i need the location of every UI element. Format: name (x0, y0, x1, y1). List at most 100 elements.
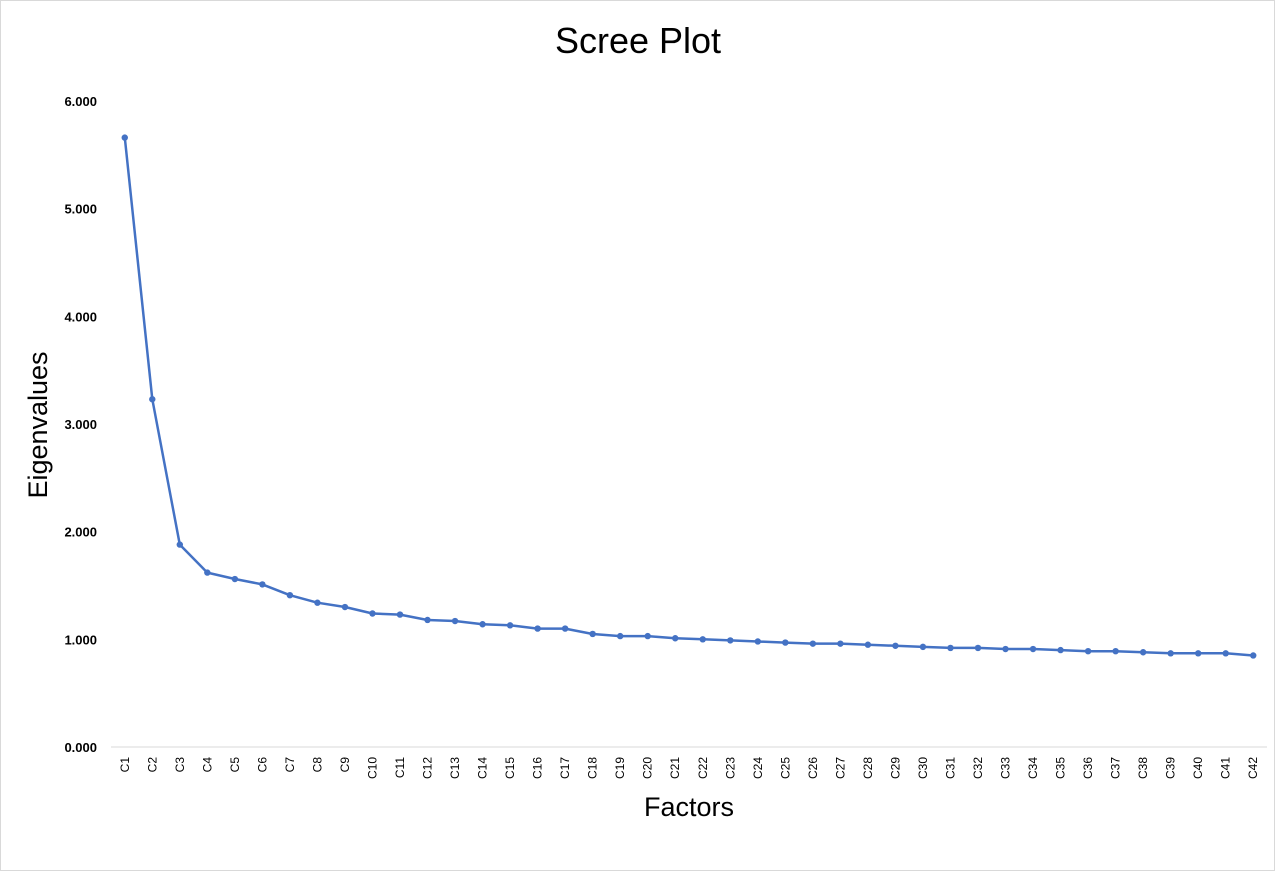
data-point (947, 644, 954, 652)
data-point (616, 632, 624, 640)
data-point (1139, 649, 1147, 656)
x-tick-label: C14 (476, 757, 490, 779)
data-point (589, 630, 596, 638)
x-tick-label: C12 (421, 757, 435, 779)
data-point (1057, 646, 1064, 654)
x-tick-label: C2 (145, 757, 159, 773)
x-tick-label: C22 (696, 757, 710, 779)
x-tick-label: C37 (1109, 757, 1123, 779)
data-point (644, 632, 651, 640)
data-point (341, 603, 349, 611)
x-tick-label: C24 (751, 757, 765, 779)
data-point (424, 616, 431, 624)
data-point (1222, 650, 1229, 657)
data-point (727, 637, 734, 644)
data-point (479, 621, 486, 628)
x-tick-label: C40 (1191, 757, 1205, 779)
x-tick-label: C25 (778, 757, 792, 779)
data-point (782, 639, 789, 646)
data-point (974, 644, 982, 652)
data-point (534, 625, 541, 632)
y-tick-label: 1.000 (64, 632, 97, 647)
data-point (754, 638, 762, 645)
x-tick-label: C16 (531, 757, 545, 779)
x-tick-label: C8 (310, 757, 324, 773)
x-tick-label: C30 (916, 757, 930, 779)
data-point (121, 134, 128, 141)
x-tick-label: C7 (283, 757, 297, 773)
x-tick-label: C20 (641, 757, 655, 779)
y-tick-label: 4.000 (64, 309, 97, 324)
data-point (149, 396, 156, 403)
data-point (809, 640, 817, 647)
y-tick-label: 0.000 (64, 740, 97, 755)
data-point (864, 641, 872, 648)
x-tick-label: C28 (861, 757, 875, 779)
chart-title: Scree Plot (555, 20, 721, 61)
y-axis-ticks: 0.000 1.000 2.000 3.000 4.000 5.000 6.000 (64, 94, 97, 755)
data-point (506, 622, 514, 629)
data-point (176, 541, 184, 548)
y-axis-title: Eigenvalues (23, 351, 53, 498)
x-tick-label: C31 (943, 757, 957, 779)
x-tick-label: C4 (200, 757, 214, 773)
data-point (892, 642, 899, 649)
x-tick-label: C38 (1136, 757, 1150, 779)
data-point (561, 625, 569, 632)
x-tick-label: C19 (613, 757, 627, 779)
x-tick-label: C15 (503, 757, 517, 779)
x-tick-label: C33 (999, 757, 1013, 779)
x-tick-label: C27 (833, 757, 847, 779)
data-point (396, 611, 404, 618)
x-tick-label: C32 (971, 757, 985, 779)
x-tick-label: C18 (586, 757, 600, 779)
data-point (837, 640, 844, 647)
data-point (231, 575, 239, 583)
data-point (204, 569, 211, 576)
x-tick-label: C13 (448, 757, 462, 779)
x-tick-label: C35 (1054, 757, 1068, 779)
x-tick-label: C6 (255, 757, 269, 773)
data-point (286, 591, 294, 599)
eigenvalue-points (121, 134, 1257, 659)
x-tick-label: C29 (888, 757, 902, 779)
x-tick-label: C34 (1026, 757, 1040, 779)
data-point (1167, 650, 1174, 657)
data-point (314, 599, 321, 606)
x-tick-label: C10 (365, 757, 379, 779)
x-tick-label: C1 (118, 757, 132, 773)
y-tick-label: 6.000 (64, 94, 97, 109)
data-point (699, 636, 706, 643)
y-tick-label: 2.000 (64, 525, 97, 540)
data-point (1029, 645, 1037, 653)
data-point (259, 581, 266, 588)
x-tick-label: C26 (806, 757, 820, 779)
data-point (1194, 650, 1202, 657)
x-tick-label: C5 (228, 757, 242, 773)
x-tick-label: C3 (173, 757, 187, 773)
x-tick-label: C11 (393, 757, 407, 778)
data-point (1084, 647, 1092, 655)
x-axis-ticks: C1 C2 C3 C4 C5 C6 C7 C8 C9 C10 C11 C12 C13 C14 C15 C16 C… (118, 757, 1260, 779)
x-tick-label: C36 (1081, 757, 1095, 779)
data-point (1002, 645, 1009, 653)
data-point (451, 617, 459, 625)
data-point (369, 610, 376, 617)
y-tick-label: 5.000 (64, 202, 97, 217)
eigenvalue-line (123, 137, 1254, 657)
x-axis-title: Factors (644, 792, 734, 822)
x-tick-label: C21 (668, 757, 682, 779)
y-tick-label: 3.000 (64, 417, 97, 432)
data-point (672, 635, 679, 642)
data-point (1250, 652, 1257, 659)
x-tick-label: C17 (558, 757, 572, 779)
x-tick-label: C42 (1246, 757, 1260, 779)
x-tick-label: C23 (723, 757, 737, 779)
data-point (1112, 647, 1119, 655)
x-tick-label: C41 (1219, 757, 1233, 779)
x-tick-label: C9 (338, 757, 352, 773)
data-point (919, 643, 927, 651)
x-tick-label: C39 (1164, 757, 1178, 779)
